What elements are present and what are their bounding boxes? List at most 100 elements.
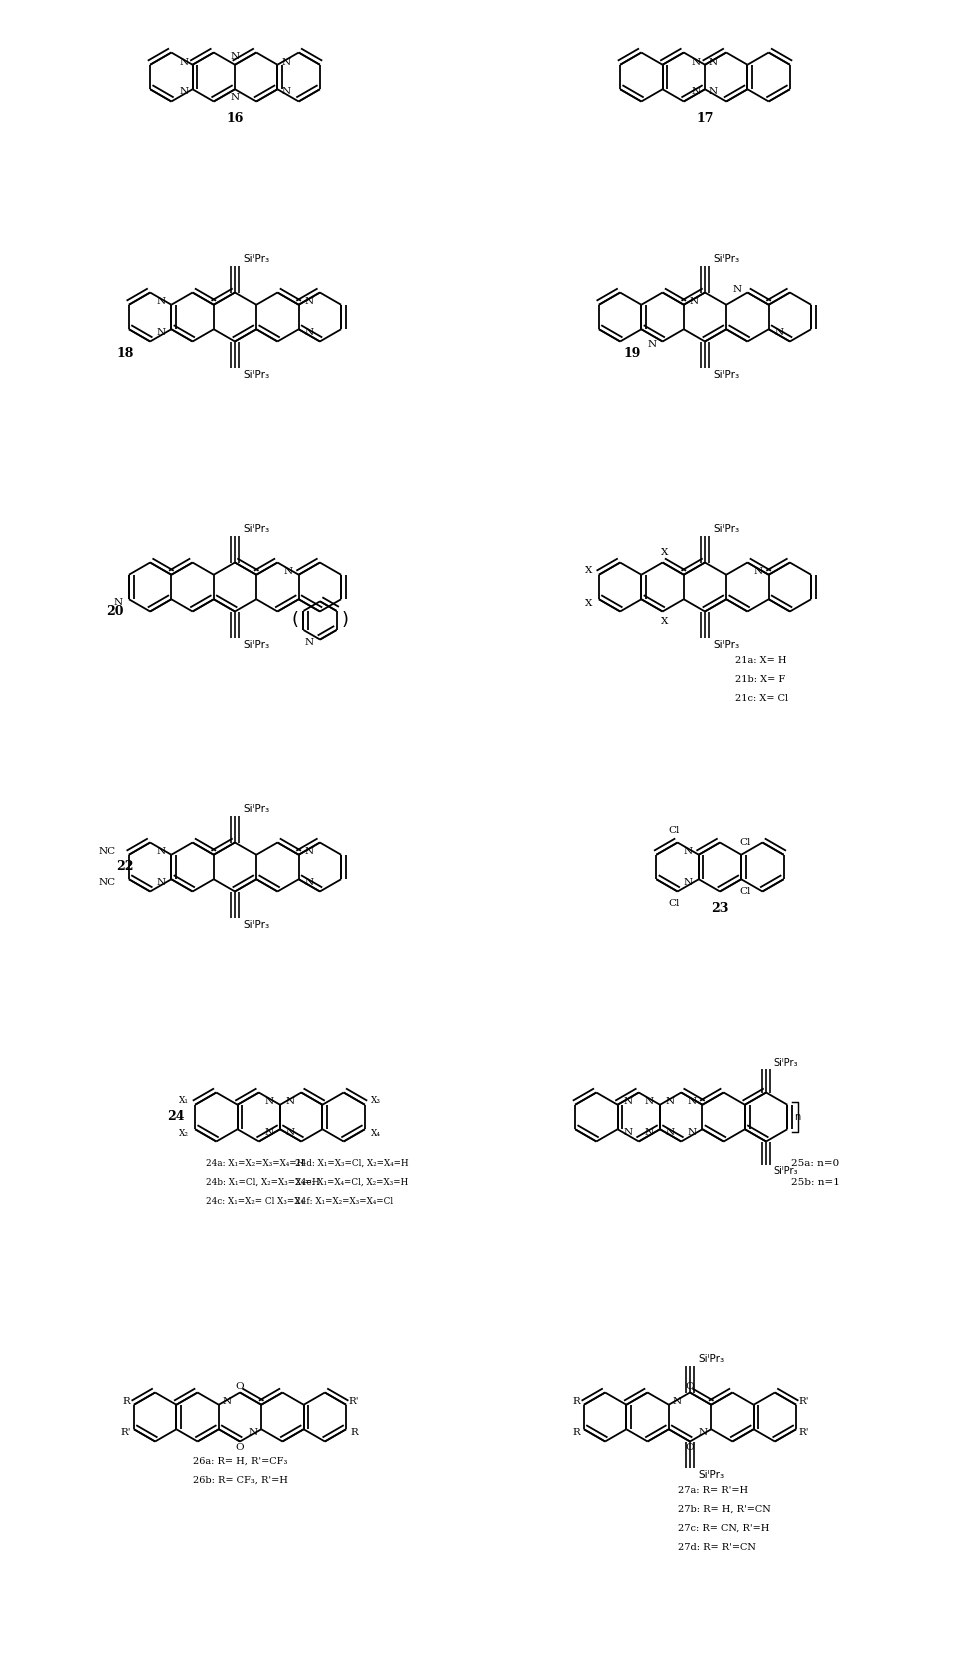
Text: NC: NC: [99, 847, 116, 857]
Text: 23: 23: [712, 901, 729, 915]
Text: N: N: [709, 86, 718, 96]
Text: 20: 20: [106, 605, 124, 618]
Text: SiᴵPr₃: SiᴵPr₃: [773, 1059, 798, 1069]
Text: R: R: [572, 1397, 580, 1407]
Text: N: N: [666, 1128, 675, 1137]
Text: Cl: Cl: [668, 900, 679, 908]
Text: O: O: [236, 1382, 245, 1390]
Text: N: N: [624, 1097, 632, 1107]
Text: 24e: X₁=X₄=Cl, X₂=X₃=H: 24e: X₁=X₄=Cl, X₂=X₃=H: [295, 1178, 408, 1186]
Text: 18: 18: [116, 348, 133, 360]
Text: 21a: X= H: 21a: X= H: [735, 656, 786, 664]
Text: O: O: [686, 1443, 694, 1452]
Text: SiᴵPr₃: SiᴵPr₃: [243, 920, 269, 931]
Text: N: N: [666, 1097, 675, 1107]
Text: N: N: [684, 878, 692, 886]
Text: 26a: R= H, R'=CF₃: 26a: R= H, R'=CF₃: [192, 1457, 287, 1465]
Text: O: O: [236, 1443, 245, 1452]
Text: 26b: R= CF₃, R'=H: 26b: R= CF₃, R'=H: [192, 1476, 287, 1485]
Text: SiᴵPr₃: SiᴵPr₃: [713, 524, 739, 534]
Text: R': R': [799, 1428, 809, 1437]
Text: N: N: [281, 58, 290, 68]
Text: X₃: X₃: [371, 1097, 381, 1105]
Text: SiᴵPr₃: SiᴵPr₃: [713, 371, 739, 381]
Text: N: N: [305, 847, 313, 857]
Text: NC: NC: [99, 878, 116, 886]
Text: N: N: [157, 878, 165, 886]
Text: N: N: [305, 878, 313, 886]
Text: (: (: [292, 611, 299, 630]
Text: SiᴵPr₃: SiᴵPr₃: [713, 641, 739, 651]
Text: N: N: [283, 567, 293, 577]
Text: 24c: X₁=X₂= Cl X₃=X₄: 24c: X₁=X₂= Cl X₃=X₄: [206, 1196, 305, 1206]
Text: N: N: [281, 86, 290, 96]
Text: R: R: [572, 1428, 580, 1437]
Text: N: N: [698, 1428, 707, 1437]
Text: N: N: [305, 328, 313, 336]
Text: N: N: [645, 1128, 654, 1137]
Text: N: N: [265, 1128, 274, 1137]
Text: N: N: [157, 847, 165, 857]
Text: 24a: X₁=X₂=X₃=X₄=H: 24a: X₁=X₂=X₃=X₄=H: [206, 1158, 305, 1168]
Text: N: N: [286, 1128, 295, 1137]
Text: 27d: R= R'=CN: 27d: R= R'=CN: [678, 1543, 755, 1553]
Text: X₁: X₁: [179, 1097, 190, 1105]
Text: X: X: [585, 567, 593, 575]
Text: SiᴵPr₃: SiᴵPr₃: [773, 1167, 798, 1176]
Text: ): ): [341, 611, 348, 630]
Text: N: N: [305, 638, 314, 648]
Text: N: N: [691, 86, 701, 96]
Text: 21c: X= Cl: 21c: X= Cl: [735, 694, 788, 703]
Text: N: N: [709, 58, 718, 68]
Text: R': R': [349, 1397, 360, 1407]
Text: SiᴵPr₃: SiᴵPr₃: [713, 254, 739, 263]
Text: N: N: [114, 598, 123, 606]
Text: SiᴵPr₃: SiᴵPr₃: [243, 641, 269, 651]
Text: N: N: [688, 1128, 696, 1137]
Text: N: N: [732, 285, 742, 293]
Text: N: N: [180, 58, 189, 68]
Text: R': R': [799, 1397, 809, 1407]
Text: N: N: [645, 1097, 654, 1107]
Text: N: N: [673, 1397, 682, 1407]
Text: R: R: [350, 1428, 358, 1437]
Text: SiᴵPr₃: SiᴵPr₃: [243, 524, 269, 534]
Text: N: N: [305, 297, 313, 307]
Text: 24: 24: [167, 1110, 185, 1123]
Text: N: N: [688, 1097, 696, 1107]
Text: 27b: R= H, R'=CN: 27b: R= H, R'=CN: [678, 1505, 771, 1514]
Text: N: N: [230, 53, 240, 61]
Text: X: X: [660, 548, 668, 557]
Text: R': R': [121, 1428, 132, 1437]
Text: 22: 22: [116, 860, 133, 873]
Text: N: N: [180, 86, 189, 96]
Text: SiᴵPr₃: SiᴵPr₃: [698, 1470, 724, 1480]
Text: 16: 16: [226, 113, 244, 126]
Text: 24b: X₁=Cl, X₂=X₃=X₄=H: 24b: X₁=Cl, X₂=X₃=X₄=H: [206, 1178, 320, 1186]
Text: 24f: X₁=X₂=X₃=X₄=Cl: 24f: X₁=X₂=X₃=X₄=Cl: [295, 1196, 394, 1206]
Text: N: N: [265, 1097, 274, 1107]
Text: N: N: [286, 1097, 295, 1107]
Text: SiᴵPr₃: SiᴵPr₃: [243, 804, 269, 814]
Text: N: N: [249, 1428, 257, 1437]
Text: Cl: Cl: [740, 838, 751, 847]
Text: SiᴵPr₃: SiᴵPr₃: [243, 254, 269, 263]
Text: 27c: R= CN, R'=H: 27c: R= CN, R'=H: [678, 1524, 769, 1533]
Text: 19: 19: [624, 348, 641, 360]
Text: 21b: X= F: 21b: X= F: [735, 674, 785, 684]
Text: X₂: X₂: [179, 1128, 190, 1138]
Text: N: N: [157, 297, 165, 307]
Text: 17: 17: [696, 113, 714, 126]
Text: SiᴵPr₃: SiᴵPr₃: [243, 371, 269, 381]
Text: X₄: X₄: [371, 1128, 381, 1138]
Text: SiᴵPr₃: SiᴵPr₃: [698, 1354, 724, 1364]
Text: N: N: [648, 340, 657, 350]
Text: 25b: n=1: 25b: n=1: [791, 1178, 840, 1186]
Text: n: n: [794, 1112, 801, 1122]
Text: Cl: Cl: [668, 825, 679, 835]
Text: X: X: [585, 598, 593, 608]
Text: N: N: [624, 1128, 632, 1137]
Text: R: R: [122, 1397, 130, 1407]
Text: N: N: [684, 847, 692, 857]
Text: 27a: R= R'=H: 27a: R= R'=H: [678, 1486, 747, 1495]
